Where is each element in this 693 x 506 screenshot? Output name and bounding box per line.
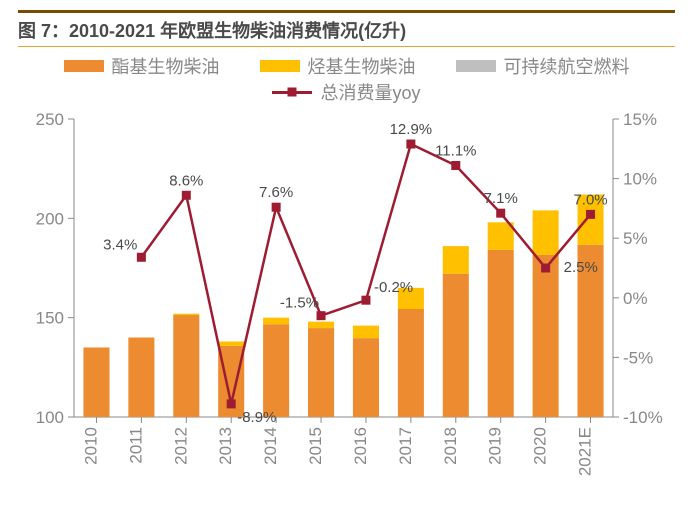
svg-text:-10%: -10%	[623, 408, 663, 427]
legend-item-ester: 酯基生物柴油	[64, 53, 220, 79]
svg-text:200: 200	[36, 209, 64, 228]
legend-label-yoy: 总消费量yoy	[320, 79, 420, 105]
svg-text:2018: 2018	[441, 427, 460, 465]
svg-text:7.0%: 7.0%	[573, 191, 607, 208]
legend-item-hydro: 烃基生物柴油	[260, 53, 416, 79]
legend-item-saf: 可持续航空燃料	[456, 53, 630, 79]
svg-text:-5%: -5%	[623, 348, 653, 367]
svg-text:2.5%: 2.5%	[564, 259, 598, 276]
legend-label-saf: 可持续航空燃料	[504, 53, 630, 79]
svg-text:2016: 2016	[351, 427, 370, 465]
chart-svg: 100 150 200 250 -10% -5% 0% 5% 10% 15% 2010 2011 201…	[18, 109, 675, 489]
svg-text:12.9%: 12.9%	[390, 121, 433, 138]
swatch-saf	[456, 60, 496, 72]
svg-text:2012: 2012	[171, 427, 190, 465]
svg-text:2019: 2019	[486, 427, 505, 465]
svg-text:7.6%: 7.6%	[259, 184, 293, 201]
swatch-yoy	[272, 85, 312, 99]
title-bar: 图 7：2010-2021 年欧盟生物柴油消费情况(亿升)	[18, 10, 675, 47]
svg-text:5%: 5%	[623, 229, 648, 248]
svg-text:2021E: 2021E	[576, 427, 595, 476]
svg-text:15%: 15%	[623, 110, 657, 129]
svg-text:100: 100	[36, 408, 64, 427]
figure-container: 图 7：2010-2021 年欧盟生物柴油消费情况(亿升) 酯基生物柴油 烃基生…	[0, 0, 693, 506]
svg-text:-1.5%: -1.5%	[280, 295, 319, 312]
svg-text:11.1%: 11.1%	[435, 142, 476, 159]
svg-text:2017: 2017	[396, 427, 415, 465]
svg-text:150: 150	[36, 309, 64, 328]
svg-text:2020: 2020	[531, 427, 550, 465]
svg-text:8.6%: 8.6%	[169, 172, 203, 189]
svg-text:-0.2%: -0.2%	[374, 279, 413, 296]
svg-text:-8.9%: -8.9%	[237, 409, 276, 426]
chart-area: 100 150 200 250 -10% -5% 0% 5% 10% 15% 2010 2011 201…	[18, 109, 675, 489]
legend-label-hydro: 烃基生物柴油	[308, 53, 416, 79]
legend-item-yoy: 总消费量yoy	[272, 79, 420, 105]
legend: 酯基生物柴油 烃基生物柴油 可持续航空燃料 总消费量yoy	[18, 51, 675, 109]
svg-text:250: 250	[36, 110, 64, 129]
svg-text:10%: 10%	[623, 170, 657, 189]
svg-text:3.4%: 3.4%	[103, 236, 137, 253]
svg-text:2015: 2015	[306, 427, 325, 465]
chart-title: 图 7：2010-2021 年欧盟生物柴油消费情况(亿升)	[18, 21, 406, 41]
swatch-hydro	[260, 60, 300, 72]
svg-text:0%: 0%	[623, 289, 648, 308]
svg-text:2011: 2011	[126, 427, 145, 464]
svg-text:2010: 2010	[81, 427, 100, 465]
svg-text:2013: 2013	[216, 427, 235, 465]
svg-text:7.1%: 7.1%	[484, 190, 518, 207]
legend-label-ester: 酯基生物柴油	[112, 53, 220, 79]
swatch-ester	[64, 60, 104, 72]
svg-text:2014: 2014	[261, 427, 280, 465]
